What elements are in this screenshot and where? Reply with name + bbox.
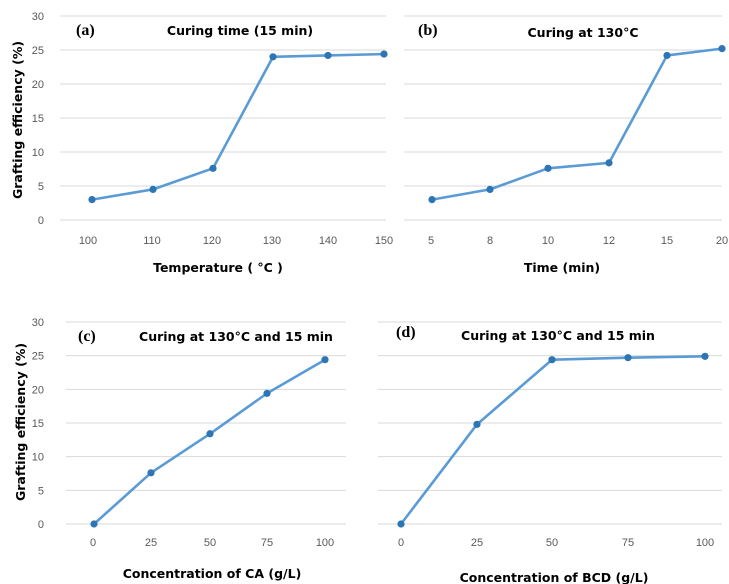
panel-b-data-point xyxy=(544,164,552,172)
panel-a-x-tick-label: 100 xyxy=(79,235,97,247)
panel-d-x-tick-label: 75 xyxy=(622,537,634,549)
panel-c-y-tick-label: 5 xyxy=(38,485,44,497)
panel-c-y-tick-label: 25 xyxy=(32,351,44,363)
panel-c-series-line xyxy=(92,358,327,526)
panel-a-series-line xyxy=(90,52,386,201)
panel-b-data-point xyxy=(605,159,613,167)
panel-b-x-ticks: 5 8 10 12 15 20 xyxy=(428,235,728,247)
panel-c-data-point xyxy=(263,389,271,397)
panel-b-title: Curing at 130°C xyxy=(528,25,639,40)
panel-b-x-tick-label: 8 xyxy=(487,235,493,247)
panel-d-points xyxy=(397,352,709,528)
panel-d: 0 25 50 75 100 (d) Curing at 130°C and 15 mi… xyxy=(378,321,722,584)
panel-c-x-tick-label: 100 xyxy=(316,537,334,549)
panel-b-x-tick-label: 20 xyxy=(716,235,728,247)
panel-b-data-point xyxy=(428,196,436,204)
panel-c-data-point xyxy=(147,469,155,477)
panel-c: 0 5 10 15 20 25 30 0 25 50 75 100 (c) Curing at 13… xyxy=(32,317,346,581)
panel-d-data-point xyxy=(473,420,481,428)
panel-b-x-tick-label: 10 xyxy=(542,235,554,247)
panel-a-y-tick-label: 25 xyxy=(32,45,44,57)
panel-c-x-tick-label: 0 xyxy=(90,537,96,549)
panel-c-y-tick-label: 10 xyxy=(32,452,44,464)
panel-d-x-tick-label: 100 xyxy=(696,537,714,549)
panel-a-x-tick-label: 140 xyxy=(319,235,337,247)
panel-d-x-axis-title: Concentration of BCD (g/L) xyxy=(460,570,649,584)
panel-a-y-tick-label: 15 xyxy=(32,113,44,125)
panel-b-points xyxy=(428,45,726,204)
panel-c-y-tick-label: 30 xyxy=(32,317,44,329)
panel-d-label: (d) xyxy=(396,324,416,341)
panel-d-data-point xyxy=(548,356,556,364)
panel-b-x-tick-label: 5 xyxy=(428,235,434,247)
panel-a-x-tick-label: 130 xyxy=(263,235,281,247)
panel-a: 0 5 10 15 20 25 30 100 110 120 130 140 150 (a) Curi… xyxy=(32,11,393,275)
y-axis-title-bottom: Grafting efficiency (%) xyxy=(13,343,28,501)
panel-a-y-tick-label: 30 xyxy=(32,11,44,23)
panel-c-points xyxy=(90,356,329,528)
panel-a-x-ticks: 100 110 120 130 140 150 xyxy=(79,235,393,247)
panel-c-grid xyxy=(66,321,346,525)
panel-c-y-ticks: 0 5 10 15 20 25 30 xyxy=(32,317,44,531)
panel-c-x-tick-label: 25 xyxy=(145,537,157,549)
panel-c-x-axis-title: Concentration of CA (g/L) xyxy=(123,566,302,581)
panel-c-x-tick-label: 75 xyxy=(261,537,273,549)
panel-a-x-tick-label: 150 xyxy=(375,235,393,247)
panel-b-grid xyxy=(404,15,722,221)
panel-d-data-point xyxy=(701,352,709,360)
panel-c-y-tick-label: 15 xyxy=(32,418,44,430)
panel-d-grid xyxy=(378,321,722,525)
panel-a-y-ticks: 0 5 10 15 20 25 30 xyxy=(32,11,44,227)
panel-b-x-tick-label: 15 xyxy=(661,235,673,247)
panel-c-data-point xyxy=(321,356,329,364)
panel-d-series-line xyxy=(399,355,707,526)
panel-c-data-point xyxy=(90,520,98,528)
panel-b-x-tick-label: 12 xyxy=(603,235,615,247)
panel-a-title: Curing time (15 min) xyxy=(167,23,313,38)
panel-a-data-point xyxy=(269,53,277,61)
panel-c-data-point xyxy=(206,430,214,438)
panel-a-y-tick-label: 10 xyxy=(32,147,44,159)
panel-d-data-point xyxy=(397,520,405,528)
panel-c-label: (c) xyxy=(78,328,96,345)
panel-b-data-point xyxy=(486,185,494,193)
panel-b-x-axis-title: Time (min) xyxy=(524,260,600,275)
panel-a-data-point xyxy=(380,50,388,58)
panel-a-label: (a) xyxy=(76,22,95,39)
panel-a-data-point xyxy=(209,164,217,172)
panel-a-data-point xyxy=(88,196,96,204)
panel-a-data-point xyxy=(149,185,157,193)
panel-d-data-point xyxy=(624,354,632,362)
y-axis-title-top: Grafting efficiency (%) xyxy=(10,41,25,199)
panel-c-x-ticks: 0 25 50 75 100 xyxy=(90,537,334,549)
panel-c-y-tick-label: 20 xyxy=(32,384,44,396)
panel-d-x-tick-label: 25 xyxy=(471,537,483,549)
panel-b-label: (b) xyxy=(418,22,438,39)
panel-d-x-ticks: 0 25 50 75 100 xyxy=(398,537,714,549)
panel-b-data-point xyxy=(718,45,726,53)
panel-b-series-line xyxy=(430,47,724,201)
panel-d-x-tick-label: 50 xyxy=(546,537,558,549)
panel-a-y-tick-label: 0 xyxy=(38,215,44,227)
panel-c-x-tick-label: 50 xyxy=(204,537,216,549)
panel-d-x-tick-label: 0 xyxy=(398,537,404,549)
panel-c-y-tick-label: 0 xyxy=(38,519,44,531)
panel-a-points xyxy=(88,50,388,204)
panel-a-x-tick-label: 120 xyxy=(203,235,221,247)
panel-a-grid xyxy=(60,15,386,221)
panel-b: 5 8 10 12 15 20 (b) Curing at 130°C Time (min… xyxy=(404,15,728,275)
panel-a-data-point xyxy=(324,51,332,60)
panel-a-y-tick-label: 5 xyxy=(38,181,44,193)
panel-a-x-tick-label: 110 xyxy=(143,235,161,247)
panel-d-title: Curing at 130°C and 15 min xyxy=(461,328,655,343)
panel-a-y-tick-label: 20 xyxy=(32,79,44,91)
panel-a-x-axis-title: Temperature ( °C ) xyxy=(153,260,283,275)
panel-c-title: Curing at 130°C and 15 min xyxy=(139,329,333,344)
panel-b-data-point xyxy=(663,51,671,60)
